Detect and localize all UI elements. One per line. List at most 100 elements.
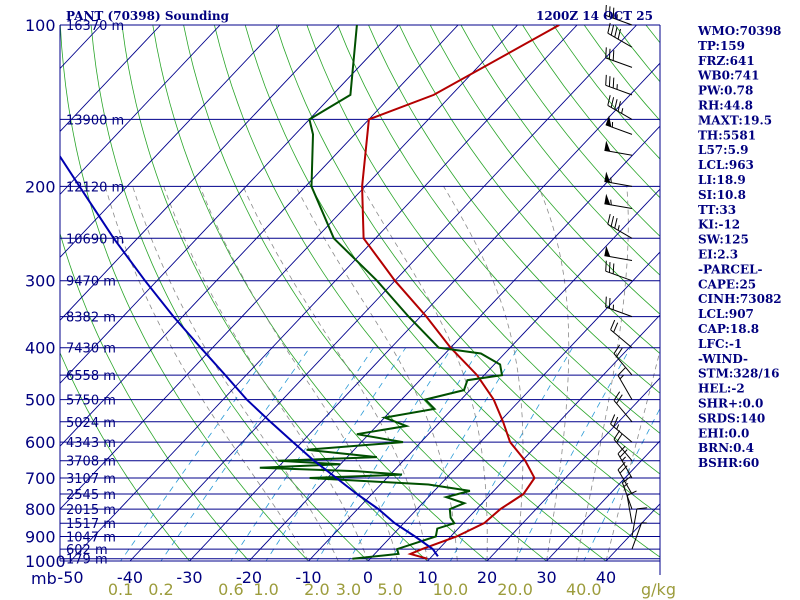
stability-index: LI:18.9 xyxy=(698,173,746,187)
height-label: 8382 m xyxy=(66,311,116,326)
pressure-tick-label: 200 xyxy=(25,177,56,196)
wind-barb xyxy=(604,171,633,187)
stability-index: PW:0.78 xyxy=(698,84,753,98)
height-label: 3107 m xyxy=(66,472,116,487)
height-label: 6558 m xyxy=(66,369,116,384)
isotherm-line xyxy=(60,25,399,384)
wind-barb xyxy=(605,260,633,282)
mixing-ratio-tick-label: 20.0 xyxy=(497,580,533,599)
dry-adiabat-line xyxy=(429,25,660,315)
temperature-tick-label: -40 xyxy=(117,568,143,587)
dewpoint-profile xyxy=(259,25,504,560)
temperature-tick-label: -20 xyxy=(236,568,262,587)
sounding-series xyxy=(60,25,560,560)
stability-index: LFC:-1 xyxy=(698,337,742,351)
isotherm-line xyxy=(546,440,660,561)
stability-index: L57:5.9 xyxy=(698,143,748,157)
pressure-labels: 100 200 300 400 500 600 700 800 900 1000 xyxy=(25,16,66,571)
mixing-ratio-line xyxy=(316,347,453,561)
stability-index: CAPE:25 xyxy=(698,277,756,291)
dry-adiabat-line xyxy=(60,232,250,561)
dry-adiabat-line xyxy=(368,25,660,394)
stability-index: BRN:0.4 xyxy=(698,441,754,455)
pressure-tick-label: 800 xyxy=(25,500,56,519)
pressure-tick-label: 400 xyxy=(25,339,56,358)
dry-adiabat-line xyxy=(460,25,660,276)
stability-index: KI:-12 xyxy=(698,218,740,232)
stability-index: SHR+:0.0 xyxy=(698,397,763,411)
wind-barb xyxy=(617,367,633,400)
mixing-ratio-tick-label: 0.2 xyxy=(148,580,173,599)
temperature-profile xyxy=(361,25,560,560)
wind-barb xyxy=(613,391,633,423)
dry-adiabat-line xyxy=(152,25,488,561)
height-label: 5024 m xyxy=(66,416,116,431)
stability-index: WB0:741 xyxy=(697,69,759,83)
mixing-ratio-tick-label: 5.0 xyxy=(377,580,402,599)
pressure-tick-label: 700 xyxy=(25,469,56,488)
height-label: 16370 m xyxy=(66,19,124,34)
height-label: 5750 m xyxy=(66,394,116,409)
isotherm-line xyxy=(129,25,637,561)
pressure-tick-label: 500 xyxy=(25,391,56,410)
stability-index: EHI:0.0 xyxy=(698,426,749,440)
wind-barb xyxy=(605,4,633,26)
pressure-tick-label: 300 xyxy=(25,272,56,291)
mixing-ratio-line xyxy=(230,347,374,561)
mixing-ratio-tick-label: 10.0 xyxy=(433,580,469,599)
wind-barb xyxy=(626,490,637,524)
mixing-ratio-unit-label: g/kg xyxy=(641,580,676,599)
stability-index: TH:5581 xyxy=(698,128,756,142)
height-label: 602 m xyxy=(66,543,108,558)
mixing-ratio-line xyxy=(160,347,311,561)
height-labels: 16370 m 13900 m 12120 m 10690 m 9470 m 8382 m… xyxy=(66,19,124,568)
wind-barb xyxy=(613,344,633,376)
wind-barb xyxy=(607,95,633,120)
isobars xyxy=(59,24,661,575)
temperature-tick-label: 20 xyxy=(477,568,497,587)
height-label: 179 m xyxy=(66,553,108,568)
dry-adiabat-line xyxy=(275,25,660,516)
stability-index: TT:33 xyxy=(698,203,736,217)
wind-barb xyxy=(631,507,648,537)
parcel-profile xyxy=(60,154,439,557)
isotherm-line xyxy=(486,377,660,561)
temperature-labels: -50 -40 -30 -20 -10 0 10 20 30 40 xyxy=(57,568,616,587)
mixing-ratio-line xyxy=(265,347,407,561)
isotherms xyxy=(60,25,660,561)
stability-index: WMO:70398 xyxy=(697,24,781,38)
height-label: 1517 m xyxy=(66,517,116,532)
isotherm-line xyxy=(427,314,660,561)
dry-adiabat-line xyxy=(60,351,191,561)
wind-barb xyxy=(605,74,633,96)
height-label: 2545 m xyxy=(66,488,116,503)
stability-index: RH:44.8 xyxy=(698,99,753,113)
wind-barb xyxy=(604,193,633,209)
dry-adiabat-line xyxy=(183,25,548,561)
isotherm-line xyxy=(367,251,660,561)
stability-index: LCL:907 xyxy=(698,307,754,321)
isotherm-line xyxy=(60,25,459,447)
wind-barb xyxy=(605,47,633,68)
station-title: PANT (70398) Sounding xyxy=(66,9,230,23)
height-label: 9470 m xyxy=(66,275,116,290)
isotherm-line xyxy=(248,125,660,561)
isotherm-line xyxy=(70,25,578,561)
wind-barb xyxy=(610,319,633,349)
pressure-tick-label: 900 xyxy=(25,528,56,547)
wind-barb xyxy=(605,115,633,135)
stability-index: SI:10.8 xyxy=(698,188,746,202)
height-label: 4343 m xyxy=(66,436,116,451)
wind-barb xyxy=(604,245,633,261)
temperature-tick-label: -50 xyxy=(57,568,83,587)
dry-adiabat-line xyxy=(398,25,660,355)
dry-adiabat-line xyxy=(121,25,429,561)
stability-index: EI:2.3 xyxy=(698,248,738,262)
sounding-time: 1200Z 14 OCT 25 xyxy=(536,9,653,23)
stability-index: MAXT:19.5 xyxy=(698,113,772,127)
height-label: 7430 m xyxy=(66,342,116,357)
dry-adiabat-line xyxy=(337,25,660,434)
height-label: 13900 m xyxy=(66,113,124,128)
temperature-tick-label: 10 xyxy=(417,568,437,587)
height-label: 3708 m xyxy=(66,455,116,470)
